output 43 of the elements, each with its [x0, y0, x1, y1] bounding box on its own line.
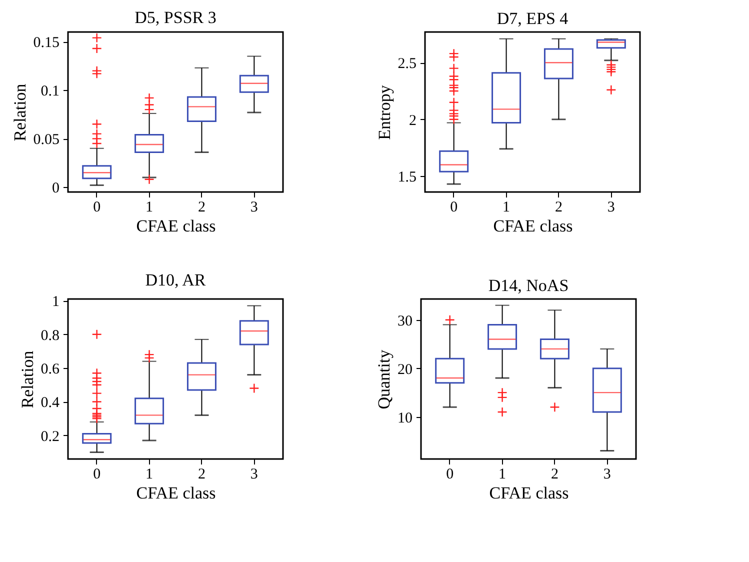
- x-tick-label: 3: [607, 200, 615, 216]
- x-tick-label: 3: [603, 466, 611, 482]
- x-tick-label: 1: [146, 200, 154, 216]
- x-tick-label: 2: [554, 200, 562, 216]
- chart-title: D14, NoAS: [488, 276, 569, 295]
- y-tick-label: 2.5: [398, 56, 416, 72]
- chart-title: D7, EPS 4: [496, 9, 569, 28]
- x-tick-label: 1: [498, 466, 506, 482]
- x-tick-label: 2: [198, 200, 206, 216]
- y-axis-title: Entropy: [374, 84, 394, 140]
- x-tick-label: 3: [250, 200, 258, 216]
- y-tick-label: 2: [409, 112, 416, 129]
- chart-title: D10, AR: [145, 270, 206, 290]
- y-tick-label: 0.15: [33, 35, 60, 52]
- chart-title: D5, PSSR 3: [134, 8, 216, 27]
- x-tick-label: 0: [93, 466, 101, 482]
- x-tick-label: 2: [198, 466, 206, 482]
- y-axis-title: Relation: [10, 83, 30, 142]
- y-tick-label: 1.5: [398, 170, 416, 186]
- y-tick-label: 0.8: [40, 328, 60, 344]
- y-tick-label: 10: [398, 410, 412, 426]
- x-tick-label: 0: [446, 466, 454, 482]
- x-tick-label: 0: [450, 200, 458, 216]
- y-tick-label: 0.4: [40, 395, 60, 412]
- y-tick-label: 30: [398, 313, 412, 330]
- x-axis-title: CFAE class: [136, 216, 216, 236]
- x-tick-label: 0: [93, 200, 101, 216]
- x-tick-label: 1: [146, 466, 154, 482]
- y-tick-label: 1: [52, 294, 60, 310]
- y-tick-label: 0.6: [40, 362, 60, 378]
- y-axis-title: Quantity: [374, 349, 394, 410]
- x-axis-title: CFAE class: [489, 484, 569, 502]
- x-axis-title: CFAE class: [136, 484, 216, 502]
- y-tick-label: 0.05: [33, 132, 60, 148]
- x-tick-label: 1: [502, 200, 510, 216]
- y-tick-label: 0: [52, 180, 60, 197]
- y-tick-label: 20: [398, 362, 412, 378]
- x-tick-label: 3: [250, 466, 258, 482]
- y-tick-label: 0.2: [40, 428, 60, 445]
- y-axis-title: Relation: [18, 350, 37, 408]
- y-tick-label: 0.1: [40, 84, 60, 100]
- x-axis-title: CFAE class: [493, 216, 573, 236]
- x-tick-label: 2: [550, 466, 558, 482]
